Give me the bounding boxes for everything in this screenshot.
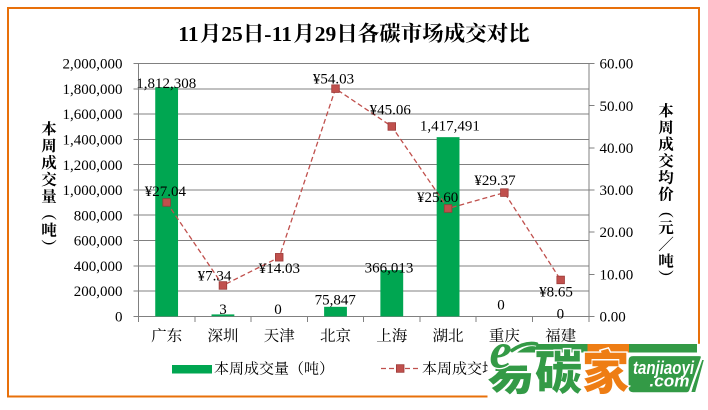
svg-text:11: 11 bbox=[272, 22, 292, 46]
svg-text:¥54.03: ¥54.03 bbox=[313, 72, 354, 88]
svg-text:¥29.37: ¥29.37 bbox=[474, 173, 516, 189]
svg-text:-: - bbox=[264, 22, 271, 46]
svg-text:¥14.03: ¥14.03 bbox=[259, 261, 300, 277]
svg-text:30.00: 30.00 bbox=[600, 183, 634, 199]
svg-text:¥8.65: ¥8.65 bbox=[539, 285, 573, 301]
svg-text:29: 29 bbox=[315, 22, 337, 46]
svg-text:366,013: 366,013 bbox=[365, 261, 414, 277]
svg-text:¥7.34: ¥7.34 bbox=[198, 269, 232, 285]
svg-text:1,200,000: 1,200,000 bbox=[63, 158, 123, 174]
svg-text:20.00: 20.00 bbox=[600, 225, 634, 241]
svg-text:0: 0 bbox=[115, 310, 123, 326]
svg-text:600,000: 600,000 bbox=[74, 234, 123, 250]
svg-text:40.00: 40.00 bbox=[600, 141, 634, 157]
svg-text:10.00: 10.00 bbox=[600, 267, 634, 283]
svg-text:1,800,000: 1,800,000 bbox=[63, 82, 123, 98]
svg-text:e: e bbox=[490, 323, 512, 379]
svg-text:200,000: 200,000 bbox=[74, 284, 123, 300]
svg-text:400,000: 400,000 bbox=[74, 259, 123, 275]
svg-text:0.00: 0.00 bbox=[600, 310, 626, 326]
svg-text:75,847: 75,847 bbox=[315, 292, 357, 308]
svg-text:2,000,000: 2,000,000 bbox=[63, 57, 123, 73]
svg-text:60.00: 60.00 bbox=[600, 57, 634, 73]
svg-text:1,812,308: 1,812,308 bbox=[136, 76, 196, 92]
svg-text:¥25.60: ¥25.60 bbox=[417, 190, 458, 206]
svg-text:1,400,000: 1,400,000 bbox=[63, 132, 123, 148]
svg-text:800,000: 800,000 bbox=[74, 208, 123, 224]
svg-text:3: 3 bbox=[219, 302, 227, 318]
svg-text:1,417,491: 1,417,491 bbox=[420, 119, 480, 135]
svg-text:1,600,000: 1,600,000 bbox=[63, 107, 123, 123]
svg-text:11: 11 bbox=[178, 22, 198, 46]
svg-text:0: 0 bbox=[274, 302, 282, 318]
svg-text:25: 25 bbox=[221, 22, 243, 46]
svg-text:0: 0 bbox=[497, 297, 505, 313]
svg-text:¥27.04: ¥27.04 bbox=[145, 184, 187, 200]
svg-text:¥45.06: ¥45.06 bbox=[370, 102, 412, 118]
svg-text:0: 0 bbox=[557, 307, 565, 323]
svg-text:1,000,000: 1,000,000 bbox=[63, 183, 123, 199]
svg-text:.com: .com bbox=[650, 373, 690, 391]
svg-text:50.00: 50.00 bbox=[600, 99, 634, 115]
